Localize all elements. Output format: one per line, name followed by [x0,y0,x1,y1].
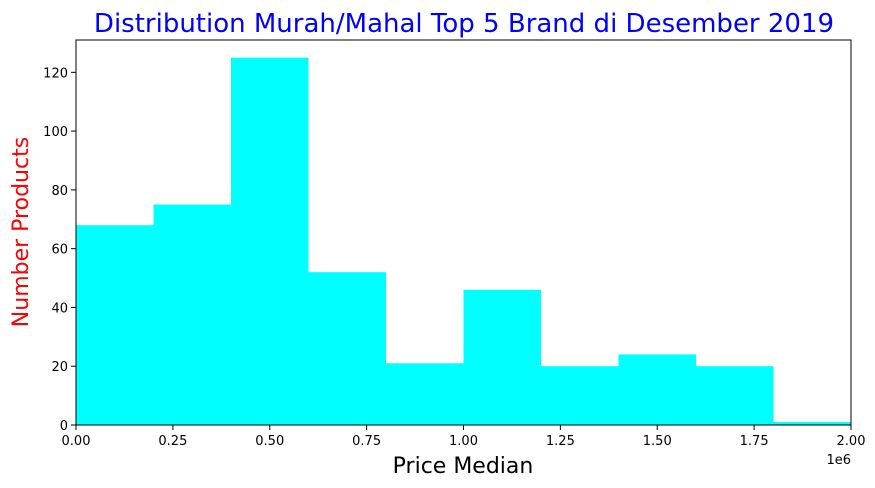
histogram-bar [231,57,309,426]
y-tick-label: 80 [51,184,68,199]
x-tick-label: 1.75 [740,434,769,449]
x-tick-label: 0.75 [352,434,381,449]
histogram-bar [618,354,696,425]
x-tick-label: 0.00 [62,434,91,449]
x-tick-label: 1.25 [546,434,575,449]
y-tick-label: 120 [43,66,68,81]
y-tick-label: 20 [51,360,68,375]
histogram-bar [76,225,154,425]
y-tick-label: 100 [43,125,68,140]
y-tick-label: 60 [51,243,68,258]
histogram-bar [386,363,464,425]
histogram-bar [153,204,231,425]
y-tick-label: 0 [60,419,68,434]
histogram-bar [541,366,619,425]
x-axis-ticks: 0.00 0.25 0.50 0.75 1.00 1.25 1.50 1.75 2.00 [62,425,866,449]
y-tick-label: 40 [51,301,68,316]
x-tick-label: 1.50 [643,434,672,449]
histogram-bar [773,422,851,425]
histogram-bar [696,366,774,425]
x-tick-label: 0.50 [255,434,284,449]
histogram-bar [463,289,541,425]
x-tick-label: 2.00 [837,434,866,449]
x-tick-label: 0.25 [158,434,187,449]
chart-title: Distribution Murah/Mahal Top 5 Brand di … [94,9,834,39]
x-tick-label: 1.00 [449,434,478,449]
bars-group [76,57,851,426]
x-axis-label: Price Median [393,454,534,479]
x-offset-text: 1e6 [826,453,851,468]
y-axis-ticks: 0 20 40 60 80 100 120 [43,66,76,434]
histogram-bar [308,272,386,425]
y-axis-label: Number Products [9,137,34,327]
